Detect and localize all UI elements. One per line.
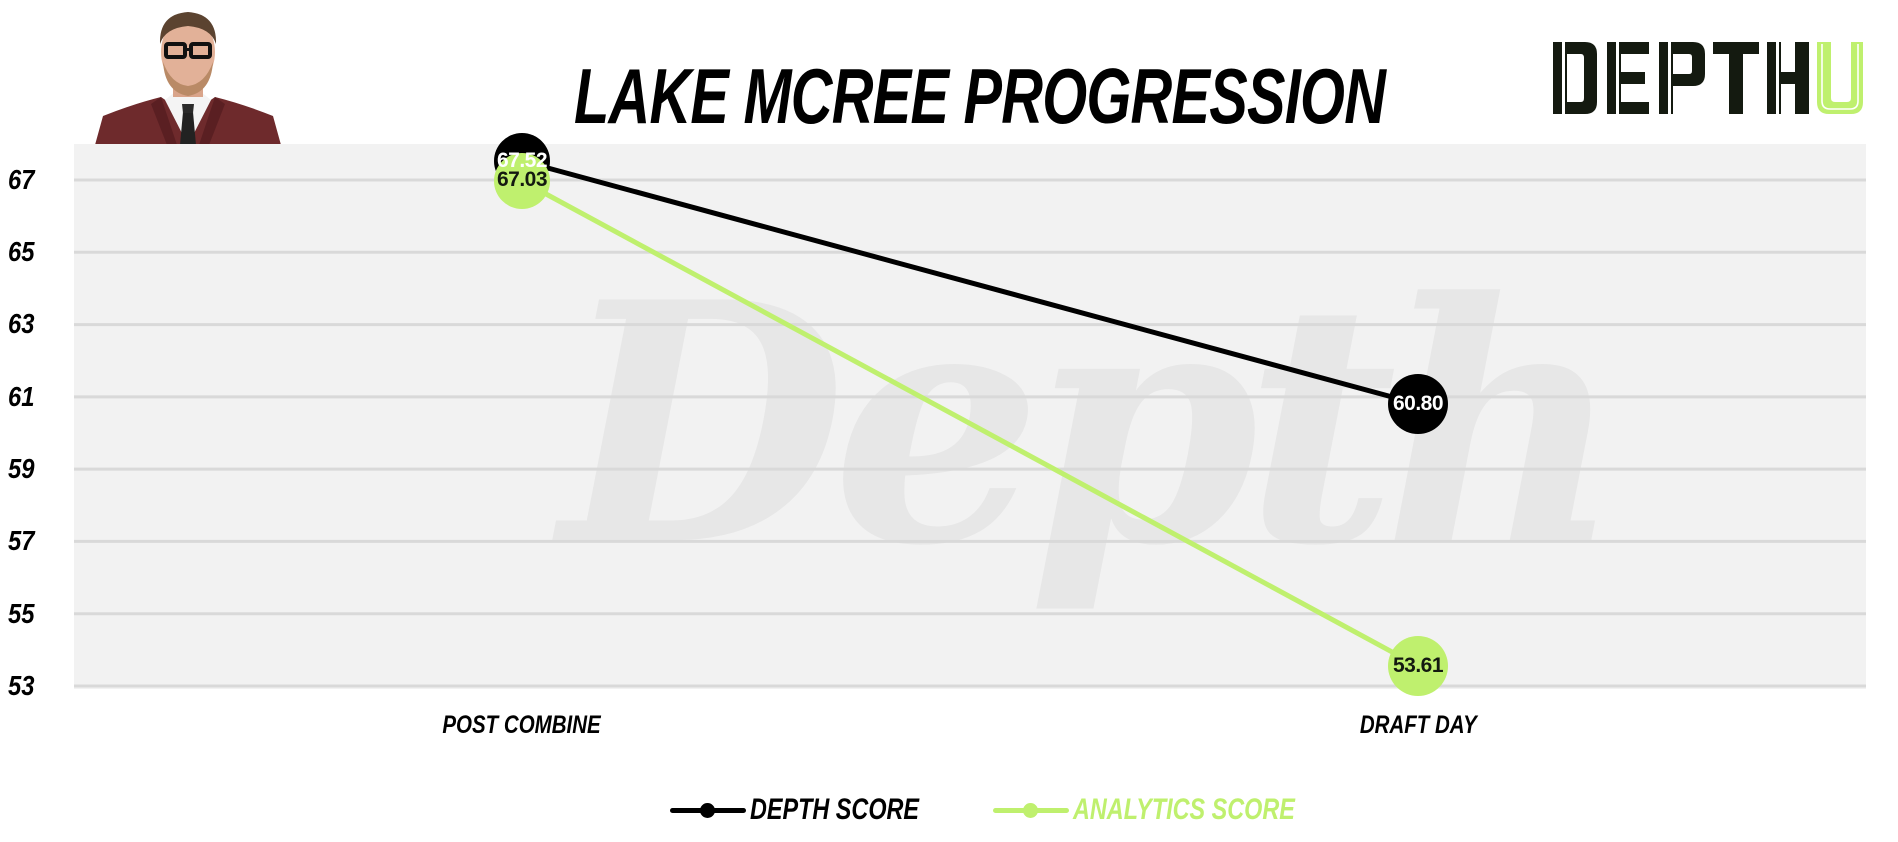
depth-label-draft-day: 60.80 (1392, 392, 1444, 415)
x-tick-post-combine: POST COMBINE (372, 710, 672, 740)
series-depth-score (494, 133, 1448, 434)
depthu-logo (1553, 40, 1865, 116)
chart-title-text: LAKE MCREE PROGRESSION (574, 52, 1386, 140)
analytics-point-draft-day[interactable] (1388, 636, 1448, 696)
y-tick-57: 57 (8, 525, 35, 556)
chart-title: LAKE MCREE PROGRESSION (574, 56, 1386, 136)
y-tick-65: 65 (8, 236, 35, 267)
legend-item-analytics-score[interactable]: ANALYTICS SCORE (992, 792, 1357, 828)
player-headshot-icon (95, 12, 281, 145)
gridlines (74, 178, 1866, 688)
chart-legend: DEPTH SCORE ANALYTICS SCORE (670, 790, 1385, 830)
plot-area (74, 144, 1866, 689)
y-tick-67: 67 (8, 164, 35, 195)
y-tick-61: 61 (8, 381, 35, 412)
x-tick-post-combine-text: POST COMBINE (442, 711, 602, 739)
y-tick-59: 59 (8, 453, 35, 484)
x-tick-draft-day-text: DRAFT DAY (1359, 711, 1477, 739)
legend-label-analytics-score: ANALYTICS SCORE (1072, 793, 1295, 826)
series-analytics-score (520, 178, 1448, 696)
x-tick-draft-day: DRAFT DAY (1268, 710, 1568, 740)
depth-label-post-combine: 67.52 (496, 149, 548, 172)
line-marker-icon (992, 800, 1069, 820)
legend-label-depth-score: DEPTH SCORE (750, 793, 920, 826)
y-tick-55: 55 (8, 598, 35, 629)
player-photo (93, 4, 283, 145)
y-tick-63: 63 (8, 308, 35, 339)
depth-point-draft-day[interactable] (1388, 374, 1448, 434)
analytics-label-draft-day: 53.61 (1392, 654, 1444, 677)
line-marker-icon (670, 800, 746, 820)
depthu-logo-icon (1553, 42, 1863, 114)
analytics-point-post-combine[interactable] (494, 153, 550, 209)
legend-item-depth-score[interactable]: DEPTH SCORE (670, 792, 967, 828)
y-tick-53: 53 (8, 670, 35, 701)
analytics-label-post-combine: 67.03 (496, 168, 548, 191)
watermark-text: Depth (550, 230, 1610, 618)
